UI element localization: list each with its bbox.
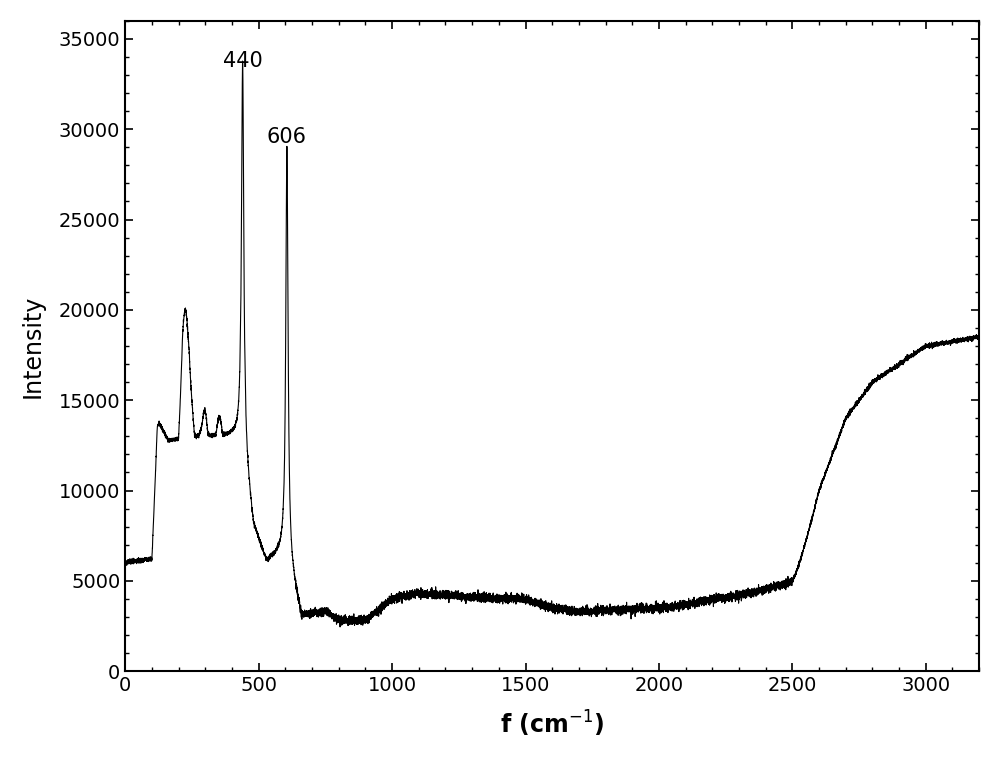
X-axis label: f (cm$^{-1}$): f (cm$^{-1}$)	[500, 709, 604, 739]
Y-axis label: Intensity: Intensity	[21, 294, 45, 397]
Text: 606: 606	[267, 127, 307, 147]
Text: 440: 440	[223, 52, 263, 71]
